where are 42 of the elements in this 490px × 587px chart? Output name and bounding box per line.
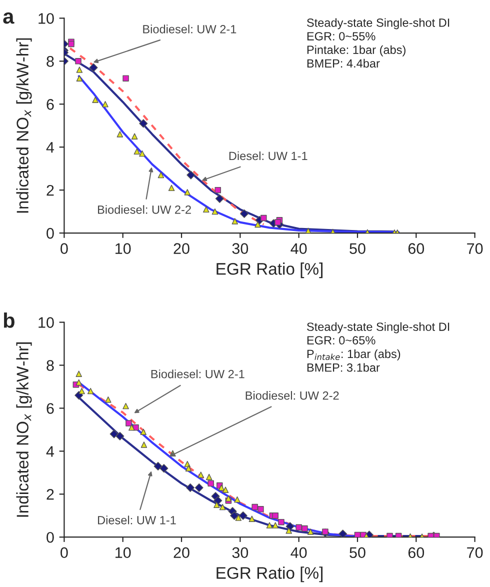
y-tick-label: 10	[38, 13, 54, 24]
x-tick-label: 70	[467, 243, 483, 254]
annotation: Diesel: UW 1-1	[229, 151, 308, 160]
x-tick-label: 30	[232, 547, 248, 558]
chart-title: b	[4, 312, 14, 328]
y-tick-label: 2	[46, 489, 54, 500]
x-tick-label: 60	[408, 547, 424, 558]
x-tick-label: 60	[408, 243, 424, 254]
annotation: Biodiesel: UW 2-2	[98, 205, 191, 214]
x-tick-label: 70	[467, 547, 483, 558]
x-tick-label: 20	[174, 243, 190, 254]
y-tick-label: 6	[46, 403, 54, 414]
x-axis-title: EGR Ratio [%]	[216, 262, 322, 278]
annotation: Biodiesel: UW 2-1	[143, 24, 236, 34]
y-tick-label: 6	[46, 99, 54, 110]
x-tick-label: 30	[232, 243, 248, 254]
annotation: Biodiesel: UW 2-1	[151, 370, 244, 378]
y-tick-label: 8	[46, 360, 54, 371]
y-tick-label: 4	[46, 446, 54, 457]
chart-title: a	[3, 12, 14, 24]
y-tick-label: 2	[46, 184, 54, 196]
y-tick-label: 0	[46, 532, 54, 543]
x-tick-label: 40	[290, 547, 307, 558]
x-tick-label: 40	[290, 243, 307, 254]
x-tick-label: 20	[174, 547, 190, 558]
y-tick-label: 4	[46, 142, 54, 153]
annotation: Steady-state Single-shot DI EGR: 0~65% P$_{intake}$: 1bar (abs) BMEP: 3.1bar	[306, 322, 450, 372]
y-tick-label: 8	[46, 56, 54, 67]
x-tick-label: 50	[350, 547, 366, 558]
x-tick-label: 50	[350, 243, 366, 254]
y-tick-label: 0	[46, 228, 54, 239]
x-tick-label: 0	[60, 547, 68, 558]
y-axis-title: Indicated NO$_{x}$ [g/kW-hr]	[16, 342, 32, 517]
x-tick-label: 0	[60, 243, 68, 254]
x-axis-title: EGR Ratio [%]	[216, 566, 322, 582]
x-tick-label: 10	[116, 547, 131, 558]
annotation: Steady-state Single-shot DI EGR: 0~55% Pintake: 1bar (abs) BMEP: 4.4bar	[306, 18, 450, 68]
annotation: Biodiesel: UW 2-2	[246, 391, 339, 400]
x-tick-label: 10	[116, 243, 131, 254]
y-tick-label: 10	[38, 317, 54, 328]
annotation: Diesel: UW 1-1	[98, 516, 176, 524]
y-axis-title: Indicated NO$_{x}$ [g/kW-hr]	[16, 38, 32, 213]
